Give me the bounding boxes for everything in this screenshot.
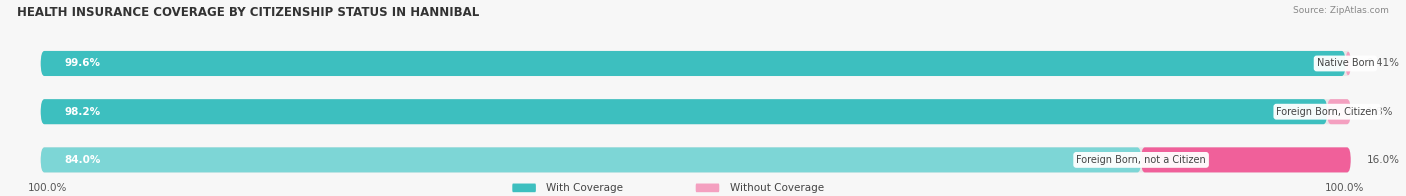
Text: HEALTH INSURANCE COVERAGE BY CITIZENSHIP STATUS IN HANNIBAL: HEALTH INSURANCE COVERAGE BY CITIZENSHIP… (17, 6, 479, 19)
Text: Foreign Born, Citizen: Foreign Born, Citizen (1277, 107, 1378, 117)
Text: 100.0%: 100.0% (28, 183, 67, 193)
Text: 100.0%: 100.0% (1324, 183, 1364, 193)
Text: 0.41%: 0.41% (1367, 58, 1399, 68)
FancyBboxPatch shape (41, 147, 1142, 172)
Text: 16.0%: 16.0% (1367, 155, 1399, 165)
Text: 99.6%: 99.6% (65, 58, 100, 68)
FancyBboxPatch shape (1346, 51, 1351, 76)
Text: 84.0%: 84.0% (65, 155, 101, 165)
Text: 1.8%: 1.8% (1367, 107, 1393, 117)
FancyBboxPatch shape (41, 99, 1327, 124)
Text: With Coverage: With Coverage (547, 183, 623, 193)
Text: Native Born: Native Born (1316, 58, 1374, 68)
FancyBboxPatch shape (512, 183, 536, 192)
FancyBboxPatch shape (1327, 99, 1351, 124)
Text: Foreign Born, not a Citizen: Foreign Born, not a Citizen (1076, 155, 1206, 165)
FancyBboxPatch shape (1142, 147, 1351, 172)
FancyBboxPatch shape (696, 183, 720, 192)
FancyBboxPatch shape (41, 51, 1351, 76)
FancyBboxPatch shape (41, 99, 1351, 124)
Text: Without Coverage: Without Coverage (730, 183, 824, 193)
FancyBboxPatch shape (41, 51, 1346, 76)
Text: 98.2%: 98.2% (65, 107, 100, 117)
FancyBboxPatch shape (41, 147, 1351, 172)
Text: Source: ZipAtlas.com: Source: ZipAtlas.com (1294, 6, 1389, 15)
